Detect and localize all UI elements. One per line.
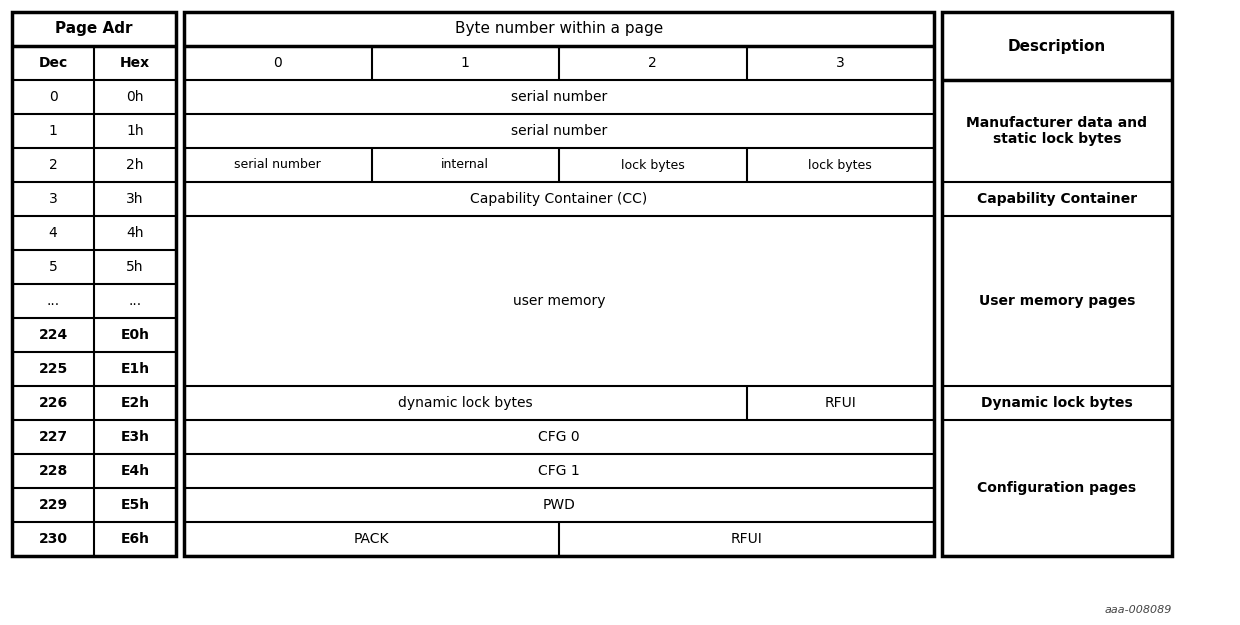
Text: Configuration pages: Configuration pages — [977, 481, 1137, 495]
Text: Dec: Dec — [38, 56, 68, 70]
Text: Capability Container: Capability Container — [977, 192, 1137, 206]
Text: lock bytes: lock bytes — [621, 159, 684, 171]
Text: CFG 1: CFG 1 — [538, 464, 580, 478]
Text: 224: 224 — [38, 328, 68, 342]
Text: E0h: E0h — [120, 328, 150, 342]
Bar — [942, 12, 1172, 556]
Text: internal: internal — [441, 159, 490, 171]
Text: RFUI: RFUI — [730, 532, 763, 546]
Text: 3h: 3h — [126, 192, 144, 206]
Text: Page Adr: Page Adr — [56, 21, 133, 36]
Text: Capability Container (CC): Capability Container (CC) — [470, 192, 647, 206]
Text: 4h: 4h — [126, 226, 144, 240]
Text: Description: Description — [1008, 39, 1106, 54]
Text: RFUI: RFUI — [825, 396, 856, 410]
Text: Hex: Hex — [120, 56, 150, 70]
Text: 1: 1 — [48, 124, 57, 138]
Text: E6h: E6h — [120, 532, 150, 546]
Text: 0h: 0h — [126, 90, 144, 104]
Text: 227: 227 — [38, 430, 67, 444]
Text: 226: 226 — [38, 396, 67, 410]
Text: 228: 228 — [38, 464, 68, 478]
Text: CFG 0: CFG 0 — [538, 430, 580, 444]
Text: 1: 1 — [461, 56, 470, 70]
Bar — [184, 12, 934, 556]
Text: 225: 225 — [38, 362, 68, 376]
Text: 3: 3 — [48, 192, 57, 206]
Text: 0: 0 — [48, 90, 57, 104]
Text: User memory pages: User memory pages — [978, 294, 1135, 308]
Text: 0: 0 — [273, 56, 283, 70]
Text: 4: 4 — [48, 226, 57, 240]
Text: ...: ... — [129, 294, 141, 308]
Text: serial number: serial number — [511, 90, 608, 104]
Text: ...: ... — [46, 294, 60, 308]
Text: 230: 230 — [38, 532, 67, 546]
Text: serial number: serial number — [511, 124, 608, 138]
Bar — [12, 12, 176, 556]
Text: PACK: PACK — [353, 532, 389, 546]
Text: E1h: E1h — [120, 362, 150, 376]
Text: Manufacturer data and
static lock bytes: Manufacturer data and static lock bytes — [966, 116, 1147, 146]
Text: lock bytes: lock bytes — [808, 159, 872, 171]
Text: E5h: E5h — [120, 498, 150, 512]
Text: E2h: E2h — [120, 396, 150, 410]
Text: E3h: E3h — [120, 430, 150, 444]
Text: 2: 2 — [48, 158, 57, 172]
Text: 2: 2 — [649, 56, 657, 70]
Text: user memory: user memory — [513, 294, 605, 308]
Text: 5h: 5h — [126, 260, 144, 274]
Text: 2h: 2h — [126, 158, 144, 172]
Text: aaa-008089: aaa-008089 — [1105, 605, 1172, 615]
Text: serial number: serial number — [234, 159, 321, 171]
Text: E4h: E4h — [120, 464, 150, 478]
Text: 229: 229 — [38, 498, 67, 512]
Text: 5: 5 — [48, 260, 57, 274]
Text: PWD: PWD — [543, 498, 575, 512]
Text: 3: 3 — [836, 56, 844, 70]
Text: Byte number within a page: Byte number within a page — [455, 21, 663, 36]
Text: dynamic lock bytes: dynamic lock bytes — [398, 396, 532, 410]
Text: 1h: 1h — [126, 124, 144, 138]
Text: Dynamic lock bytes: Dynamic lock bytes — [981, 396, 1133, 410]
